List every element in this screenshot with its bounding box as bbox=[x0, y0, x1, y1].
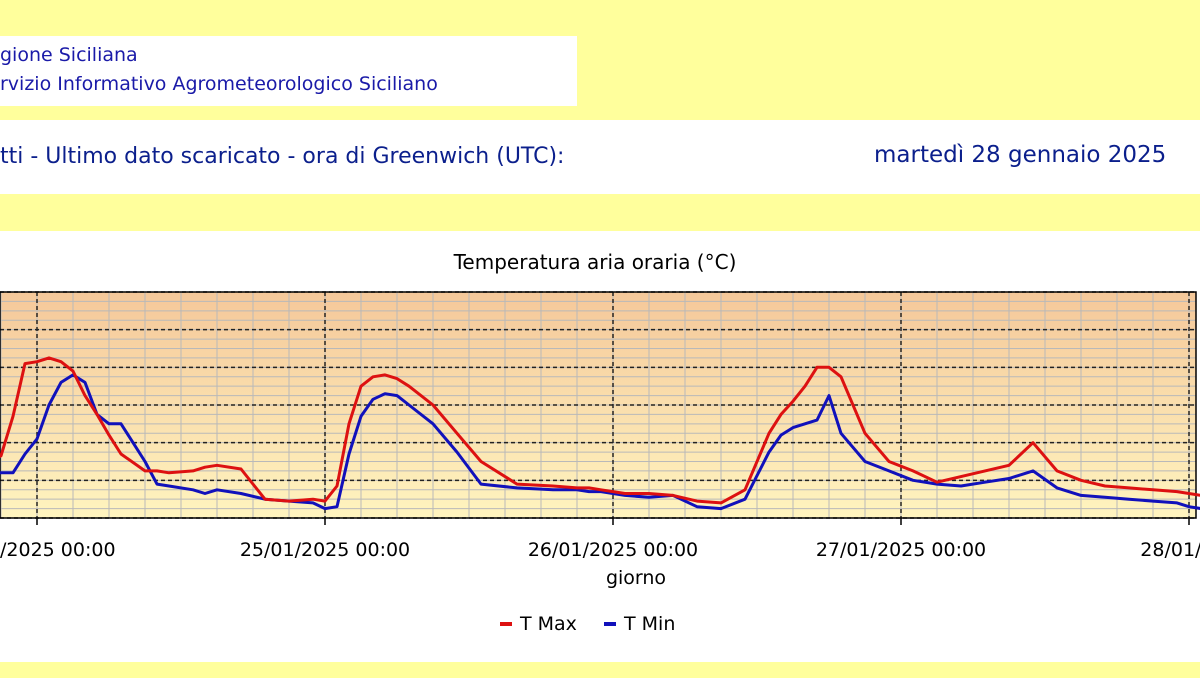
series-layer bbox=[0, 356, 1200, 511]
legend-label-tmax: T Max bbox=[519, 613, 577, 635]
x-axis-label: giorno bbox=[606, 567, 666, 589]
legend-label-tmin: T Min bbox=[623, 613, 675, 635]
x-tick-label: 28/01/202 bbox=[1140, 539, 1200, 561]
x-tick-label: 25/01/2025 00:00 bbox=[240, 539, 410, 561]
last-data-bar: tti - Ultimo dato scaricato - ora di Gre… bbox=[0, 120, 1200, 194]
x-tick-label: /2025 00:00 bbox=[0, 539, 116, 561]
last-data-date: martedì 28 gennaio 2025 bbox=[874, 142, 1167, 168]
plot-frame bbox=[0, 291, 1197, 519]
chart-title: Temperatura aria oraria (°C) bbox=[453, 250, 737, 274]
legend: T Max T Min bbox=[500, 613, 675, 635]
x-axis-ticks: /2025 00:00 25/01/2025 00:00 26/01/2025 00… bbox=[0, 518, 1200, 561]
organization-header: gione Siciliana rvizio Informativo Agrom… bbox=[0, 36, 577, 106]
last-data-label: tti - Ultimo dato scaricato - ora di Gre… bbox=[0, 144, 565, 169]
series-line-tmax bbox=[0, 356, 1200, 505]
plot-area bbox=[0, 291, 1197, 519]
x-tick-label: 26/01/2025 00:00 bbox=[528, 539, 698, 561]
service-name-line: rvizio Informativo Agrometeorologico Sic… bbox=[0, 73, 438, 95]
x-tick-label: 27/01/2025 00:00 bbox=[816, 539, 986, 561]
org-name-line: gione Siciliana bbox=[0, 44, 138, 66]
temperature-chart: Temperatura aria oraria (°C) /2025 00:00… bbox=[0, 250, 1200, 635]
series-line-tmin bbox=[0, 373, 1200, 511]
